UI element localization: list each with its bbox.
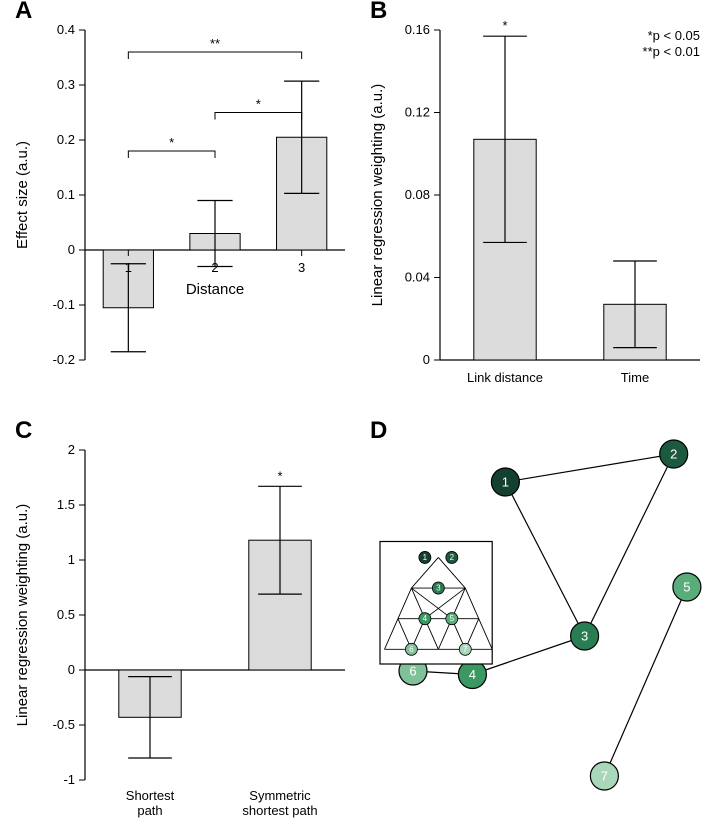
graph-node-label: 6 [409, 664, 416, 679]
panel-label: C [15, 417, 32, 444]
y-axis-label: Linear regression weighting (a.u.) [14, 504, 31, 727]
xtick-label: shortest path [242, 803, 317, 818]
ytick-label: 0.5 [57, 607, 75, 622]
graph-edge [505, 454, 673, 482]
ytick-label: 0.16 [405, 22, 430, 37]
ytick-label: 0.1 [57, 187, 75, 202]
xtick-label: Symmetric [249, 788, 311, 803]
figure-svg: -0.2 -0.1 0 0.1 0.2 0.3 0.4 1 2 3 Effect size (a.u… [0, 0, 721, 813]
graph-edge [604, 587, 687, 776]
chart-A: -0.2 -0.1 0 0.1 0.2 0.3 0.4 1 2 3 Effect size (a.u… [14, 0, 345, 367]
inset-node-label: 2 [450, 553, 455, 562]
sig-mark: * [256, 97, 261, 112]
xtick-label: 1 [125, 260, 132, 275]
ytick-label: 0.04 [405, 270, 430, 285]
ytick-label: -1 [63, 772, 75, 787]
inset-node-label: 4 [423, 614, 428, 623]
ytick-label: -0.2 [53, 352, 75, 367]
ytick-label: -0.1 [53, 297, 75, 312]
ytick-label: 2 [68, 442, 75, 457]
ytick-label: 1.5 [57, 497, 75, 512]
ytick-label: 1 [68, 552, 75, 567]
ytick-label: -0.5 [53, 717, 75, 732]
y-axis-label: Effect size (a.u.) [14, 141, 31, 249]
xtick-label: 2 [211, 260, 218, 275]
panel-label: D [370, 417, 387, 444]
ytick-label: 0 [68, 662, 75, 677]
y-axis-label: Linear regression weighting (a.u.) [369, 84, 386, 307]
xtick-label: path [137, 803, 162, 818]
ytick-label: 0.08 [405, 187, 430, 202]
xtick-label: Time [621, 370, 649, 385]
xtick-label: Link distance [467, 370, 543, 385]
ytick-label: 0.3 [57, 77, 75, 92]
xtick-label: 3 [298, 260, 305, 275]
ytick-label: 0 [423, 352, 430, 367]
graph-node-label: 5 [683, 580, 690, 595]
inset-node-label: 7 [463, 645, 468, 654]
graph-node-label: 7 [601, 769, 608, 784]
inset-node-label: 3 [436, 584, 441, 593]
graph-edge [505, 482, 584, 636]
graph-node-label: 4 [469, 667, 476, 682]
inset-node-label: 1 [423, 553, 428, 562]
inset-node-label: 5 [450, 614, 455, 623]
ytick-label: 0.4 [57, 22, 75, 37]
chart-C: -1 -0.5 0 0.5 1 1.5 2 Shortestpath Symmetricshor… [14, 417, 345, 818]
graph-node-label: 3 [581, 629, 588, 644]
sig-mark: * [277, 468, 282, 483]
figure-root: -0.2 -0.1 0 0.1 0.2 0.3 0.4 1 2 3 Effect size (a.u… [0, 0, 721, 813]
xtick-label: Shortest [126, 788, 175, 803]
inset-graph: 1 2 3 4 5 6 7 [380, 542, 492, 665]
sig-mark: * [169, 135, 174, 150]
panel-label: A [15, 0, 32, 24]
legend-sig-2: **p < 0.01 [643, 44, 700, 59]
graph-node-label: 1 [502, 475, 509, 490]
panel-label: B [370, 0, 387, 24]
ytick-label: 0.2 [57, 132, 75, 147]
inset-node-label: 6 [409, 645, 414, 654]
graph-node-label: 2 [670, 447, 677, 462]
ytick-label: 0 [68, 242, 75, 257]
sig-mark: ** [210, 36, 220, 51]
graph-edge [585, 454, 674, 636]
sig-mark: * [502, 18, 507, 33]
ytick-label: 0.12 [405, 105, 430, 120]
legend-sig-1: *p < 0.05 [648, 28, 700, 43]
panel-D: D 1 2 3 4 5 6 7 1 2 3 4 5 6 7 [370, 417, 701, 790]
x-axis-label: Distance [186, 281, 244, 298]
